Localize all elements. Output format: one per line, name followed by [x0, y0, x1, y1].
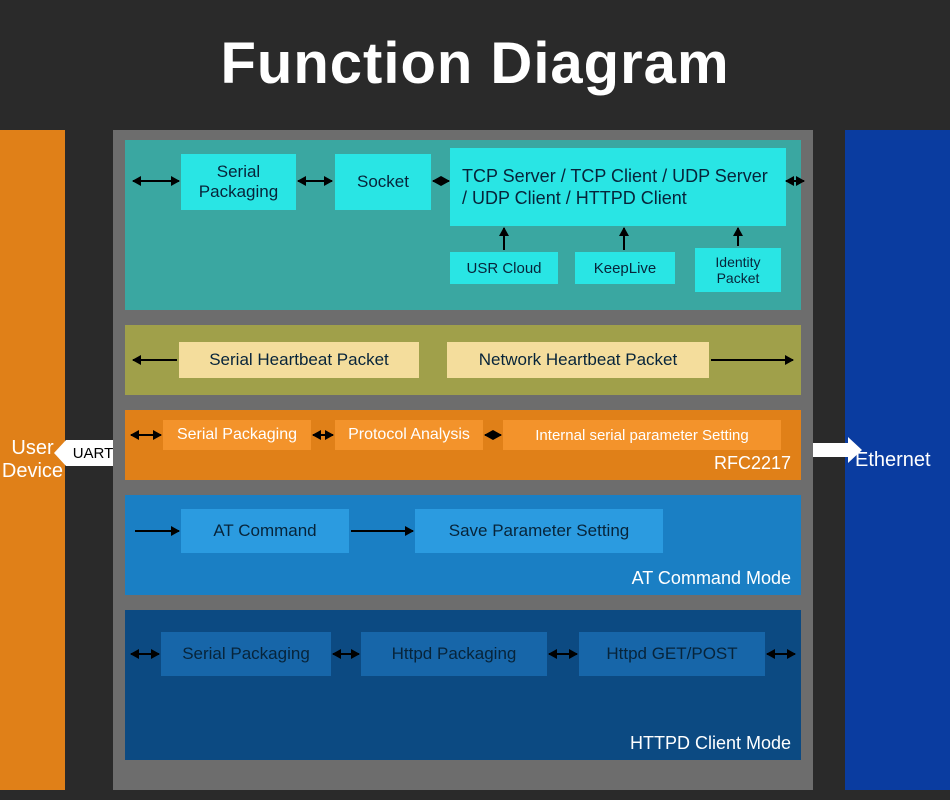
- box-network-heartbeat: Network Heartbeat Packet: [447, 342, 709, 378]
- box-serial-heartbeat: Serial Heartbeat Packet: [179, 342, 419, 378]
- arrow-olive-right: [711, 359, 793, 361]
- box-keeplive: KeepLive: [575, 252, 675, 284]
- uart-label: UART: [73, 445, 114, 462]
- main-container: Serial Packaging Socket TCP Server / TCP…: [113, 130, 813, 790]
- arrow-blue-2: [351, 530, 413, 532]
- section-heartbeat: Serial Heartbeat Packet Network Heartbea…: [125, 325, 801, 395]
- ethernet-double-arrow: [810, 443, 848, 457]
- arrow-navy-3: [549, 653, 577, 655]
- box-rfc-serial-pack: Serial Packaging: [163, 420, 311, 450]
- label-at-mode: AT Command Mode: [632, 568, 791, 589]
- arrow-navy-1: [131, 653, 159, 655]
- arrow-orange-3: [485, 434, 501, 436]
- uart-badge: UART: [66, 440, 120, 466]
- box-httpd-serial-pack: Serial Packaging: [161, 632, 331, 676]
- box-serial-packaging: Serial Packaging: [181, 154, 296, 210]
- arrow-identity-up: [737, 228, 739, 246]
- arrow-teal-3: [433, 180, 449, 182]
- box-identity-packet: Identity Packet: [695, 248, 781, 292]
- box-modes: TCP Server / TCP Client / UDP Server / U…: [450, 148, 786, 226]
- box-internal-serial: Internal serial parameter Setting: [503, 420, 781, 450]
- arrow-orange-2: [313, 434, 333, 436]
- box-socket: Socket: [335, 154, 431, 210]
- section-at-command: AT Command Save Parameter Setting AT Com…: [125, 495, 801, 595]
- box-usr-cloud: USR Cloud: [450, 252, 558, 284]
- section-rfc2217: Serial Packaging Protocol Analysis Inter…: [125, 410, 801, 480]
- page-title: Function Diagram: [0, 0, 950, 122]
- arrow-olive-left: [133, 359, 177, 361]
- box-at-command: AT Command: [181, 509, 349, 553]
- arrow-teal-2: [298, 180, 332, 182]
- box-httpd-getpost: Httpd GET/POST: [579, 632, 765, 676]
- arrow-teal-4: [786, 180, 804, 182]
- box-save-param: Save Parameter Setting: [415, 509, 663, 553]
- arrow-usr-cloud-up: [503, 228, 505, 250]
- box-protocol-analysis: Protocol Analysis: [335, 420, 483, 450]
- label-rfc2217: RFC2217: [714, 453, 791, 474]
- ethernet-label: Ethernet: [855, 449, 931, 472]
- arrow-keeplive-up: [623, 228, 625, 250]
- arrow-navy-2: [333, 653, 359, 655]
- arrow-navy-4: [767, 653, 795, 655]
- arrow-orange-1: [131, 434, 161, 436]
- section-socket-modes: Serial Packaging Socket TCP Server / TCP…: [125, 140, 801, 310]
- arrow-blue-1: [135, 530, 179, 532]
- box-httpd-packaging: Httpd Packaging: [361, 632, 547, 676]
- label-httpd-mode: HTTPD Client Mode: [630, 733, 791, 754]
- arrow-teal-1: [133, 180, 179, 182]
- section-httpd: Serial Packaging Httpd Packaging Httpd G…: [125, 610, 801, 760]
